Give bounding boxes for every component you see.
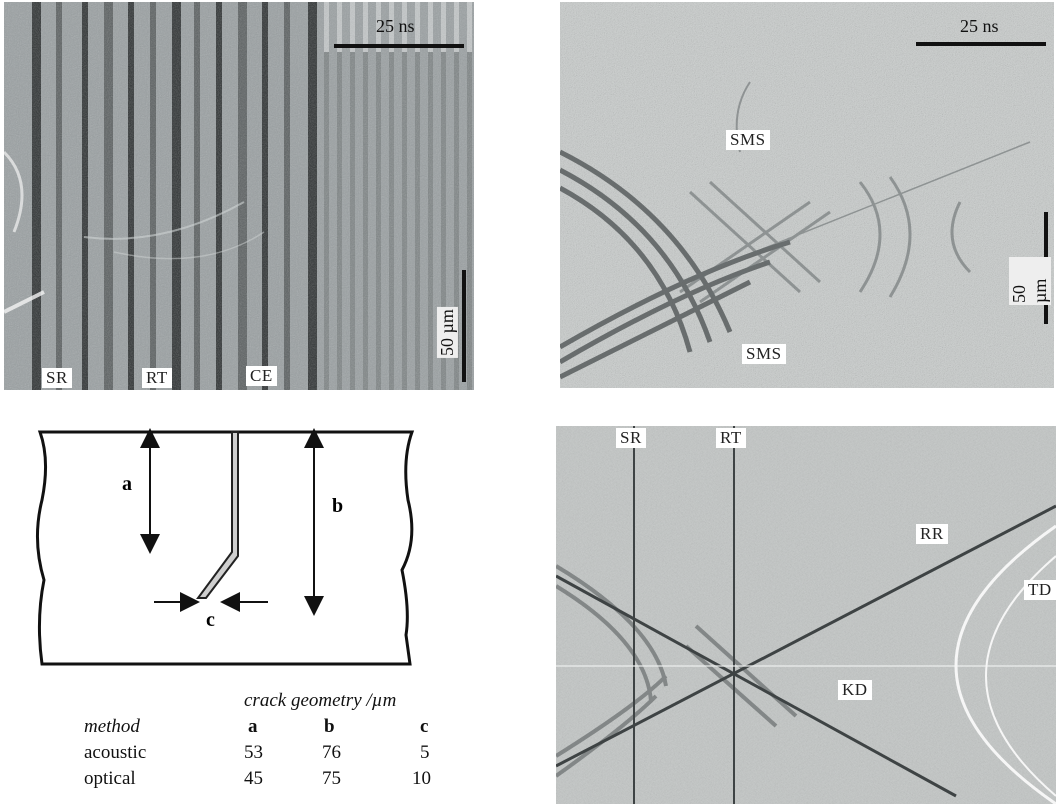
length-scale-label: 50 µm <box>436 307 458 358</box>
header-method: method <box>84 716 140 737</box>
label-rt: RT <box>142 368 172 388</box>
interferogram-stripes <box>4 2 474 390</box>
label-sr: SR <box>42 368 72 388</box>
label-b: b <box>332 495 343 517</box>
table-row: acoustic 53 76 5 <box>84 742 444 766</box>
time-scale-label: 25 ns <box>960 16 999 36</box>
cell-c: 10 <box>412 768 431 789</box>
time-scale-bar <box>334 44 464 48</box>
cell-a: 45 <box>244 768 263 789</box>
cell-b: 76 <box>322 742 341 763</box>
label-sms-bottom: SMS <box>742 344 786 364</box>
label-c: c <box>206 609 215 631</box>
label-rt: RT <box>716 428 746 448</box>
specimen-outline <box>36 430 415 666</box>
panel-top-left: 25 ns 50 µm SR RT CE <box>4 2 474 390</box>
label-a: a <box>122 473 132 495</box>
panel-top-right: 25 ns 50 µm SMS SMS <box>560 2 1054 388</box>
label-rr: RR <box>916 524 948 544</box>
cell-b: 75 <box>322 768 341 789</box>
label-ce: CE <box>246 366 277 386</box>
label-td: TD <box>1024 580 1056 600</box>
panel-bottom-right: SR RT RR TD KD <box>556 426 1056 804</box>
label-kd: KD <box>838 680 872 700</box>
cell-a: 53 <box>244 742 263 763</box>
label-sr: SR <box>616 428 646 448</box>
cell-method: optical <box>84 768 136 789</box>
header-a: a <box>248 716 258 737</box>
time-scale-bar <box>916 42 1046 46</box>
ray-diagram-image <box>556 426 1056 804</box>
length-scale-bar <box>462 270 466 382</box>
cell-c: 5 <box>420 742 430 763</box>
time-scale-label: 25 ns <box>376 16 415 36</box>
table-title: crack geometry /µm <box>244 690 397 711</box>
length-scale-label: 50 µm <box>1009 257 1051 305</box>
table-header-row: method a b c <box>84 716 444 740</box>
label-sms-top: SMS <box>726 130 770 150</box>
crack-geometry-diagram: a b c <box>36 428 415 666</box>
cell-method: acoustic <box>84 742 147 763</box>
crack <box>196 431 239 599</box>
table-row: optical 45 75 10 <box>84 768 444 792</box>
wavefront-image <box>560 2 1054 388</box>
header-c: c <box>420 716 429 737</box>
header-b: b <box>324 716 335 737</box>
